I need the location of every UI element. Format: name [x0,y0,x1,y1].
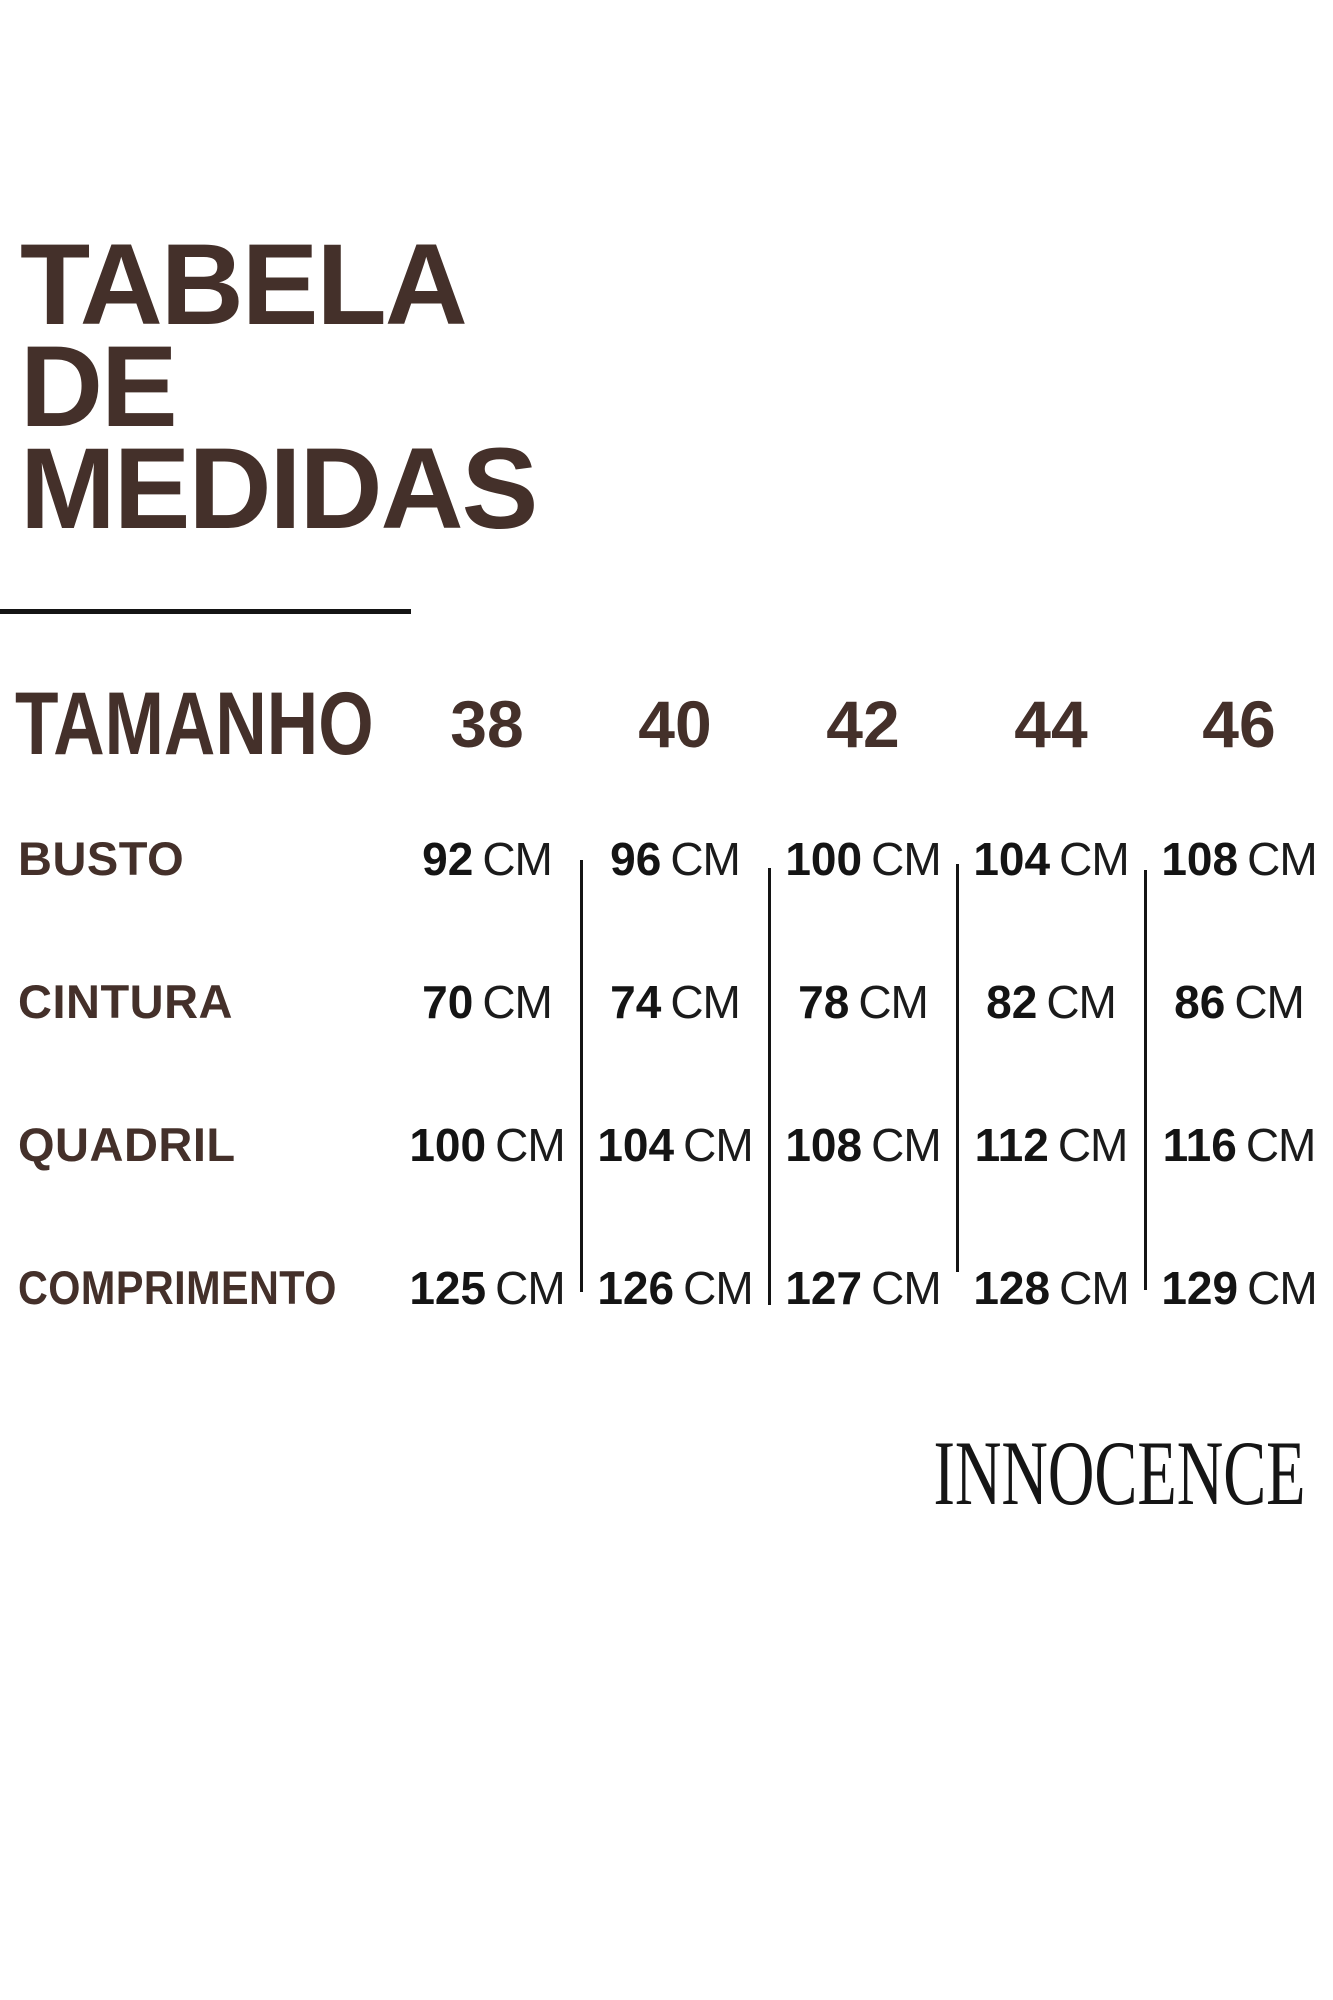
row-label-quadril: QUADRIL [18,1118,236,1171]
measurement-value: 86 [1174,975,1226,1028]
page-title: TABELA DE MEDIDAS [20,221,538,553]
measurement-value: 82 [986,975,1038,1028]
measurement-value: 108 [785,1118,863,1171]
measurement-cell-cintura-44: 82 CM [957,930,1145,1073]
measurement-value: 104 [973,832,1051,885]
column-header-size-46: 46 [1202,686,1276,761]
measurement-cell-cintura-46: 86 CM [1145,930,1333,1073]
measurement-value: 127 [785,1261,863,1314]
measurement-unit: CM [1059,1261,1130,1314]
measurement-unit: CM [482,832,553,885]
title-line-1: TABELA [20,221,468,349]
measurement-unit: CM [683,1261,754,1314]
measurement-unit: CM [1059,832,1130,885]
row-label-comprimento: COMPRIMENTO [18,1261,337,1314]
column-header-size-44: 44 [1014,686,1088,761]
measurement-cell-cintura-38: 70 CM [393,930,581,1073]
measurement-unit: CM [871,832,942,885]
measurement-cell-quadril-38: 100 CM [393,1073,581,1216]
column-divider-3 [956,864,959,1272]
measurement-value: 128 [973,1261,1051,1314]
measurement-unit: CM [1046,975,1117,1028]
measurement-unit: CM [670,832,741,885]
measurement-unit: CM [1057,1118,1129,1171]
measurement-value: 104 [597,1118,675,1171]
measurement-unit: CM [683,1118,754,1171]
measurement-value: 100 [785,832,863,885]
measurement-cell-comprimento-46: 129 CM [1145,1216,1333,1359]
measurement-cell-comprimento-44: 128 CM [957,1216,1145,1359]
column-header-size-40: 40 [638,686,712,761]
measurement-cell-busto-46: 108 CM [1145,787,1333,930]
measurement-cell-cintura-40: 74 CM [581,930,769,1073]
measurements-table: TAMANHO 38 40 42 44 46 BUSTO 92 CM 96 CM… [0,660,1333,1359]
measurement-unit: CM [495,1261,566,1314]
measurement-value: 96 [610,832,662,885]
measurement-value: 74 [610,975,662,1028]
brand-logo: INNOCENCE [933,1422,1306,1524]
measurement-value: 100 [409,1118,487,1171]
title-underline [0,609,411,614]
measurement-cell-quadril-44: 112 CM [957,1073,1145,1216]
column-header-tamanho-label: TAMANHO [15,673,374,773]
measurement-cell-comprimento-42: 127 CM [769,1216,957,1359]
measurement-cell-quadril-46: 116 CM [1145,1073,1333,1216]
measurement-unit: CM [1247,1261,1318,1314]
measurement-unit: CM [482,975,553,1028]
measurement-value: 125 [409,1261,487,1314]
measurement-unit: CM [1245,1118,1317,1171]
measurement-cell-comprimento-38: 125 CM [393,1216,581,1359]
title-line-2: DE [20,323,178,451]
measurement-unit: CM [871,1261,942,1314]
measurement-value: 129 [1161,1261,1239,1314]
measurement-cell-quadril-40: 104 CM [581,1073,769,1216]
measurement-cell-quadril-42: 108 CM [769,1073,957,1216]
title-line-3: MEDIDAS [20,425,538,553]
measurement-unit: CM [858,975,929,1028]
measurement-value: 78 [798,975,850,1028]
column-divider-2 [768,868,771,1305]
measurement-value: 116 [1162,1118,1237,1171]
measurement-value: 108 [1161,832,1239,885]
measurement-cell-comprimento-40: 126 CM [581,1216,769,1359]
measurement-cell-busto-42: 100 CM [769,787,957,930]
measurement-value: 126 [597,1261,675,1314]
measurement-value: 112 [974,1118,1049,1171]
measurement-value: 70 [422,975,474,1028]
measurement-unit: CM [670,975,741,1028]
measurement-cell-busto-40: 96 CM [581,787,769,930]
column-divider-1 [580,860,583,1292]
measurement-unit: CM [1247,832,1318,885]
measurement-unit: CM [871,1118,942,1171]
measurement-cell-busto-38: 92 CM [393,787,581,930]
measurement-unit: CM [495,1118,566,1171]
measurement-cell-busto-44: 104 CM [957,787,1145,930]
row-label-cintura: CINTURA [18,975,233,1028]
row-label-busto: BUSTO [18,832,185,885]
measurement-value: 92 [422,832,474,885]
column-header-size-42: 42 [826,686,900,761]
measurement-unit: CM [1234,975,1305,1028]
column-header-tamanho: TAMANHO [0,660,393,787]
column-divider-4 [1144,870,1147,1290]
measurement-cell-cintura-42: 78 CM [769,930,957,1073]
column-header-size-38: 38 [450,686,524,761]
